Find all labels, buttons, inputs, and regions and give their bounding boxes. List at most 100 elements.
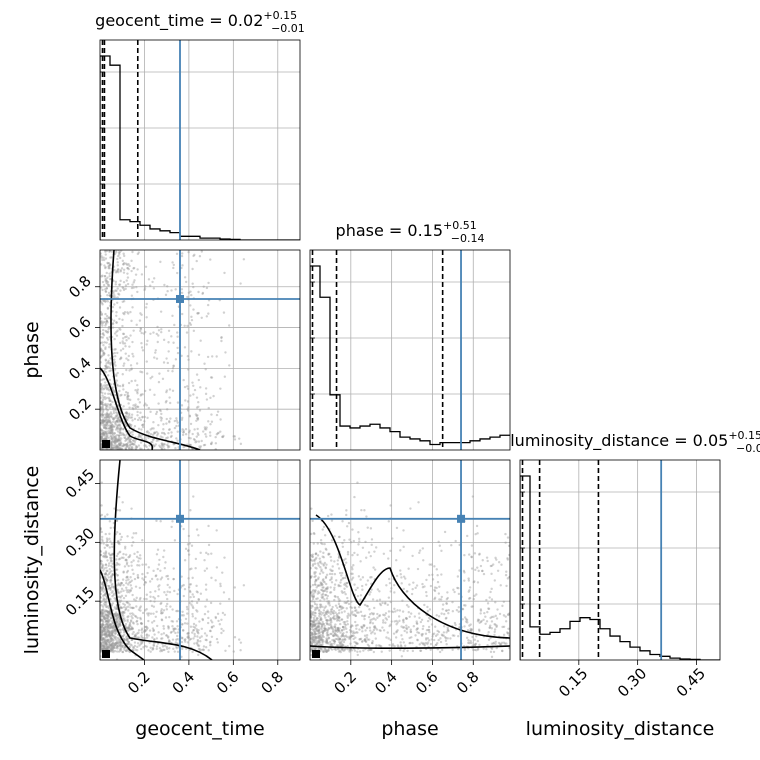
sample-point-phase-vs-luminosity_distance-375: [434, 643, 437, 647]
sample-point-geocent_time-vs-luminosity_distance-809: [121, 644, 124, 647]
sample-point-geocent_time-vs-phase-960: [109, 426, 112, 430]
sample-point-phase-vs-luminosity_distance-1000: [324, 588, 328, 591]
sample-point-geocent_time-vs-phase-308: [141, 416, 144, 419]
sample-point-phase-vs-luminosity_distance-1342: [443, 612, 446, 616]
sample-point-geocent_time-vs-luminosity_distance-291: [195, 628, 198, 631]
sample-point-phase-vs-luminosity_distance-568: [489, 636, 492, 640]
sample-point-geocent_time-vs-luminosity_distance-843: [112, 585, 116, 588]
sample-point-phase-vs-luminosity_distance-678: [336, 637, 339, 641]
sample-point-geocent_time-vs-luminosity_distance-837: [132, 646, 135, 650]
sample-point-phase-vs-luminosity_distance-733: [387, 615, 391, 618]
sample-point-geocent_time-vs-luminosity_distance-860: [104, 603, 108, 607]
sample-point-geocent_time-vs-luminosity_distance-625: [101, 582, 105, 586]
sample-point-geocent_time-vs-phase-777: [115, 414, 118, 417]
sample-point-geocent_time-vs-phase-608: [119, 356, 123, 359]
sample-point-geocent_time-vs-phase-863: [109, 363, 112, 366]
sample-point-phase-vs-luminosity_distance-737: [324, 575, 328, 579]
sample-point-phase-vs-luminosity_distance-1179: [312, 611, 315, 614]
sample-point-geocent_time-vs-luminosity_distance-1328: [136, 645, 139, 649]
sample-point-geocent_time-vs-luminosity_distance-236: [106, 614, 110, 617]
sample-point-geocent_time-vs-luminosity_distance-565: [197, 647, 201, 651]
sample-point-geocent_time-vs-luminosity_distance-147: [127, 583, 130, 586]
sample-point-phase-vs-luminosity_distance-18: [379, 603, 383, 607]
sample-point-geocent_time-vs-phase-1229: [205, 315, 209, 318]
sample-point-phase-vs-luminosity_distance-1017: [336, 626, 339, 630]
sample-point-geocent_time-vs-luminosity_distance-1481: [144, 575, 147, 579]
sample-point-geocent_time-vs-luminosity_distance-696: [102, 564, 105, 567]
sample-point-geocent_time-vs-phase-71: [100, 421, 102, 424]
sample-point-geocent_time-vs-luminosity_distance-1389: [111, 594, 114, 598]
sample-point-geocent_time-vs-luminosity_distance-117: [162, 648, 165, 652]
sample-point-phase-vs-luminosity_distance-1490: [486, 644, 489, 647]
sample-point-geocent_time-vs-phase-251: [108, 399, 111, 403]
sample-point-geocent_time-vs-luminosity_distance-535: [110, 564, 113, 568]
sample-point-phase-vs-luminosity_distance-295: [469, 627, 472, 631]
sample-point-phase-vs-luminosity_distance-453: [343, 539, 346, 542]
sample-point-phase-vs-luminosity_distance-49: [344, 576, 347, 580]
sample-point-phase-vs-luminosity_distance-413: [311, 636, 314, 639]
sample-point-geocent_time-vs-phase-1015: [101, 394, 104, 397]
sample-point-geocent_time-vs-phase-1334: [117, 418, 121, 422]
sample-point-phase-vs-luminosity_distance-899: [313, 627, 317, 631]
sample-point-phase-vs-luminosity_distance-63: [346, 647, 349, 651]
sample-point-phase-vs-luminosity_distance-940: [416, 631, 419, 634]
sample-point-phase-vs-luminosity_distance-1458: [423, 585, 426, 588]
sample-point-phase-vs-luminosity_distance-659: [361, 639, 364, 643]
sample-point-phase-vs-luminosity_distance-748: [318, 641, 321, 644]
sample-point-geocent_time-vs-phase-775: [193, 253, 196, 257]
sample-point-phase-vs-luminosity_distance-454: [472, 648, 475, 652]
sample-point-geocent_time-vs-luminosity_distance-316: [108, 640, 111, 644]
sample-point-phase-vs-luminosity_distance-340: [365, 634, 369, 637]
sample-point-phase-vs-luminosity_distance-998: [311, 519, 314, 523]
sample-point-phase-vs-luminosity_distance-1003: [311, 612, 314, 615]
sample-point-geocent_time-vs-phase-979: [116, 384, 120, 387]
sample-point-phase-vs-luminosity_distance-1457: [481, 569, 484, 573]
sample-point-phase-vs-luminosity_distance-1268: [452, 588, 455, 591]
sample-point-geocent_time-vs-luminosity_distance-1491: [115, 519, 119, 522]
sample-point-geocent_time-vs-phase-883: [100, 320, 103, 323]
sample-point-geocent_time-vs-luminosity_distance-1016: [102, 629, 105, 633]
sample-point-geocent_time-vs-phase-314: [166, 285, 169, 288]
sample-point-geocent_time-vs-phase-944: [102, 353, 106, 356]
sample-point-phase-vs-luminosity_distance-818: [343, 635, 346, 638]
sample-point-geocent_time-vs-phase-623: [110, 428, 113, 431]
sample-point-geocent_time-vs-phase-700: [160, 419, 163, 422]
sample-point-phase-vs-luminosity_distance-1235: [313, 631, 316, 634]
sample-point-geocent_time-vs-luminosity_distance-181: [106, 619, 110, 623]
sample-point-phase-vs-luminosity_distance-1083: [331, 638, 334, 642]
sample-point-geocent_time-vs-phase-1230: [102, 420, 105, 423]
sample-point-phase-vs-luminosity_distance-1010: [331, 630, 335, 634]
sample-point-geocent_time-vs-luminosity_distance-1494: [196, 644, 200, 647]
sample-point-phase-vs-luminosity_distance-1120: [327, 611, 330, 614]
sample-point-phase-vs-luminosity_distance-121: [346, 614, 349, 618]
sample-point-geocent_time-vs-phase-591: [106, 383, 109, 387]
sample-point-geocent_time-vs-phase-492: [109, 431, 112, 434]
sample-point-geocent_time-vs-phase-415: [118, 419, 121, 422]
sample-point-geocent_time-vs-luminosity_distance-529: [117, 582, 120, 585]
sample-point-geocent_time-vs-phase-687: [100, 437, 102, 440]
sample-point-phase-vs-luminosity_distance-29: [334, 629, 338, 632]
sample-point-phase-vs-luminosity_distance-522: [320, 627, 323, 631]
sample-point-geocent_time-vs-phase-835: [186, 324, 189, 328]
sample-point-geocent_time-vs-phase-1293: [119, 427, 122, 430]
sample-point-geocent_time-vs-luminosity_distance-943: [195, 609, 198, 612]
sample-point-geocent_time-vs-luminosity_distance-780: [205, 567, 209, 570]
sample-point-phase-vs-luminosity_distance-349: [440, 573, 443, 576]
sample-point-geocent_time-vs-phase-1175: [116, 257, 119, 261]
sample-point-phase-vs-luminosity_distance-914: [393, 644, 396, 648]
sample-point-geocent_time-vs-luminosity_distance-1429: [121, 650, 125, 654]
sample-point-geocent_time-vs-phase-1237: [125, 339, 128, 342]
sample-point-geocent_time-vs-luminosity_distance-244: [122, 589, 125, 592]
sample-point-geocent_time-vs-phase-1207: [100, 440, 102, 443]
sample-point-phase-vs-luminosity_distance-62: [345, 581, 349, 585]
sample-point-geocent_time-vs-luminosity_distance-1344: [184, 547, 188, 551]
sample-point-geocent_time-vs-phase-858: [168, 428, 171, 431]
sample-point-phase-vs-luminosity_distance-1414: [366, 638, 369, 641]
sample-point-phase-vs-luminosity_distance-255: [321, 605, 324, 608]
sample-point-geocent_time-vs-luminosity_distance-1445: [126, 639, 129, 643]
sample-point-geocent_time-vs-luminosity_distance-1083: [205, 638, 208, 642]
sample-point-geocent_time-vs-phase-783: [165, 389, 169, 392]
sample-point-geocent_time-vs-luminosity_distance-350: [108, 612, 112, 615]
sample-point-geocent_time-vs-luminosity_distance-381: [192, 625, 195, 628]
sample-point-geocent_time-vs-phase-294: [120, 267, 124, 270]
